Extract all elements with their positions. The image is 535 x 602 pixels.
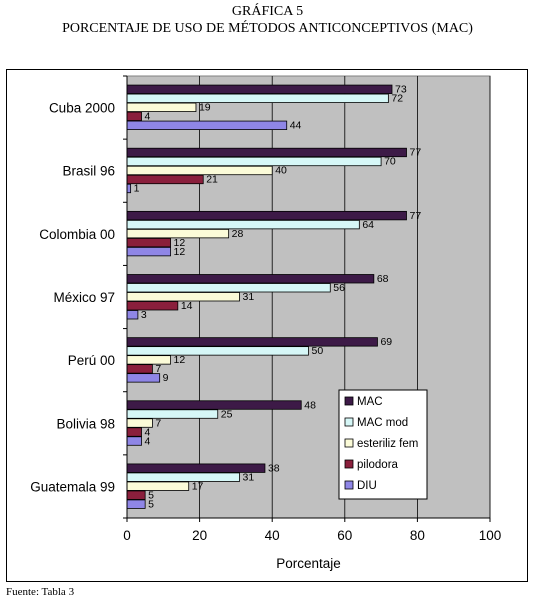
data-label-colombia-00-pilodora: 12 bbox=[174, 237, 186, 249]
data-label-peru-00-mac-mod: 50 bbox=[312, 345, 324, 357]
data-label-guatemala-99-pilodora: 5 bbox=[148, 489, 154, 501]
bar-mexico-97-pilodora bbox=[126, 301, 179, 311]
data-label-peru-00-mac: 69 bbox=[380, 336, 392, 348]
legend-label-mac: MAC bbox=[357, 396, 383, 408]
bar-colombia-00-diu bbox=[126, 246, 171, 257]
data-label-bolivia-98-diu: 4 bbox=[145, 435, 151, 447]
data-label-peru-00-diu: 9 bbox=[163, 372, 169, 384]
bar-mexico-97-mac-mod bbox=[126, 283, 331, 293]
data-label-mexico-97-diu: 3 bbox=[141, 309, 147, 321]
bar-bolivia-98-pilodora bbox=[126, 427, 142, 437]
figure-title: GRÁFICA 5 bbox=[231, 4, 304, 19]
data-label-brasil-96-esteriliz-fem: 40 bbox=[275, 165, 287, 177]
bar-mexico-97-diu bbox=[126, 310, 139, 320]
data-label-mexico-97-mac-mod: 56 bbox=[333, 282, 345, 294]
data-label-bolivia-98-pilodora: 4 bbox=[145, 426, 151, 438]
category-label-peru-00: Perú 00 bbox=[68, 353, 115, 368]
x-tick-label-60: 60 bbox=[337, 528, 352, 543]
legend-swatch-esteriliz-fem bbox=[344, 438, 354, 448]
data-label-peru-00-pilodora: 7 bbox=[155, 363, 161, 375]
data-label-guatemala-99-mac: 38 bbox=[268, 462, 280, 474]
x-tick-label-100: 100 bbox=[479, 528, 502, 543]
figure-subtitle: PORCENTAJE DE USO DE MÉTODOS ANTICONCEPT… bbox=[62, 21, 473, 36]
data-label-cuba-2000-mac: 73 bbox=[395, 84, 407, 96]
bar-brasil-96-mac bbox=[126, 147, 407, 158]
legend-label-diu: DIU bbox=[357, 480, 377, 492]
data-label-brasil-96-pilodora: 21 bbox=[206, 174, 218, 186]
category-label-cuba-2000: Cuba 2000 bbox=[49, 101, 115, 116]
bar-guatemala-99-diu bbox=[126, 499, 146, 509]
data-label-brasil-96-mac: 77 bbox=[410, 147, 422, 159]
category-label-mexico-97: México 97 bbox=[53, 290, 115, 305]
bar-cuba-2000-mac bbox=[126, 84, 393, 94]
data-label-peru-00-esteriliz-fem: 12 bbox=[174, 354, 186, 366]
data-label-bolivia-98-esteriliz-fem: 7 bbox=[155, 417, 161, 429]
bar-guatemala-99-mac-mod bbox=[126, 472, 240, 482]
data-label-mexico-97-pilodora: 14 bbox=[181, 300, 193, 312]
bar-bolivia-98-mac-mod bbox=[126, 409, 219, 419]
bar-brasil-96-diu bbox=[126, 183, 132, 194]
data-label-guatemala-99-mac-mod: 31 bbox=[243, 471, 255, 483]
bar-peru-00-pilodora bbox=[126, 364, 153, 374]
category-label-guatemala-99: Guatemala 99 bbox=[30, 479, 115, 494]
data-label-guatemala-99-esteriliz-fem: 17 bbox=[192, 480, 204, 492]
category-label-bolivia-98: Bolivia 98 bbox=[56, 416, 115, 431]
bar-cuba-2000-diu bbox=[126, 120, 288, 130]
bar-peru-00-esteriliz-fem bbox=[126, 355, 171, 365]
source-note: Fuente: Tabla 3 bbox=[6, 586, 75, 598]
bar-bolivia-98-mac bbox=[126, 400, 302, 410]
data-label-colombia-00-mac-mod: 64 bbox=[362, 219, 374, 231]
data-label-colombia-00-diu: 12 bbox=[174, 246, 186, 258]
bar-bolivia-98-diu bbox=[126, 436, 142, 446]
legend-label-pilodora: pilodora bbox=[357, 459, 399, 471]
x-axis-title: Porcentaje bbox=[276, 556, 341, 571]
data-label-cuba-2000-esteriliz-fem: 19 bbox=[199, 102, 211, 114]
bar-cuba-2000-mac-mod bbox=[126, 93, 389, 103]
legend-swatch-pilodora bbox=[344, 459, 354, 469]
data-label-guatemala-99-diu: 5 bbox=[148, 498, 154, 510]
bar-peru-00-mac-mod bbox=[126, 346, 309, 356]
chart-frame: 73 72 19 4 44 Cuba 2000 77 70 40 21 1 Brasil 96 77 64… bbox=[6, 69, 528, 582]
legend-swatch-diu bbox=[344, 480, 354, 490]
data-label-cuba-2000-diu: 44 bbox=[290, 120, 302, 132]
data-label-colombia-00-esteriliz-fem: 28 bbox=[232, 228, 244, 240]
x-tick-label-40: 40 bbox=[265, 528, 280, 543]
data-label-brasil-96-mac-mod: 70 bbox=[384, 156, 396, 168]
data-label-cuba-2000-pilodora: 4 bbox=[145, 111, 151, 123]
bar-brasil-96-esteriliz-fem bbox=[126, 165, 273, 176]
legend-swatch-mac-mod bbox=[344, 417, 354, 427]
bar-cuba-2000-esteriliz-fem bbox=[126, 102, 197, 112]
bar-guatemala-99-pilodora bbox=[126, 490, 146, 500]
category-label-brasil-96: Brasil 96 bbox=[62, 164, 115, 179]
bar-peru-00-mac bbox=[126, 337, 378, 347]
legend-swatch-mac bbox=[344, 396, 354, 406]
data-label-mexico-97-mac: 68 bbox=[377, 273, 389, 285]
data-label-mexico-97-esteriliz-fem: 31 bbox=[243, 291, 255, 303]
data-label-brasil-96-diu: 1 bbox=[134, 183, 140, 195]
data-label-cuba-2000-mac-mod: 72 bbox=[391, 93, 403, 105]
legend-label-mac-mod: MAC mod bbox=[357, 417, 408, 429]
legend bbox=[338, 389, 428, 500]
category-label-colombia-00: Colombia 00 bbox=[39, 227, 115, 242]
data-label-bolivia-98-mac: 48 bbox=[304, 399, 316, 411]
x-tick-label-80: 80 bbox=[410, 528, 425, 543]
x-tick-label-20: 20 bbox=[192, 528, 207, 543]
data-label-bolivia-98-mac-mod: 25 bbox=[221, 408, 233, 420]
x-tick-label-0: 0 bbox=[123, 528, 131, 543]
legend-label-esteriliz-fem: esteriliz fem bbox=[357, 438, 418, 450]
bar-brasil-96-mac-mod bbox=[126, 156, 382, 167]
bar-cuba-2000-pilodora bbox=[126, 111, 142, 121]
data-label-colombia-00-mac: 77 bbox=[410, 210, 422, 222]
bar-peru-00-diu bbox=[126, 373, 161, 383]
bar-colombia-00-pilodora bbox=[126, 237, 171, 248]
bar-guatemala-99-esteriliz-fem bbox=[126, 481, 190, 491]
